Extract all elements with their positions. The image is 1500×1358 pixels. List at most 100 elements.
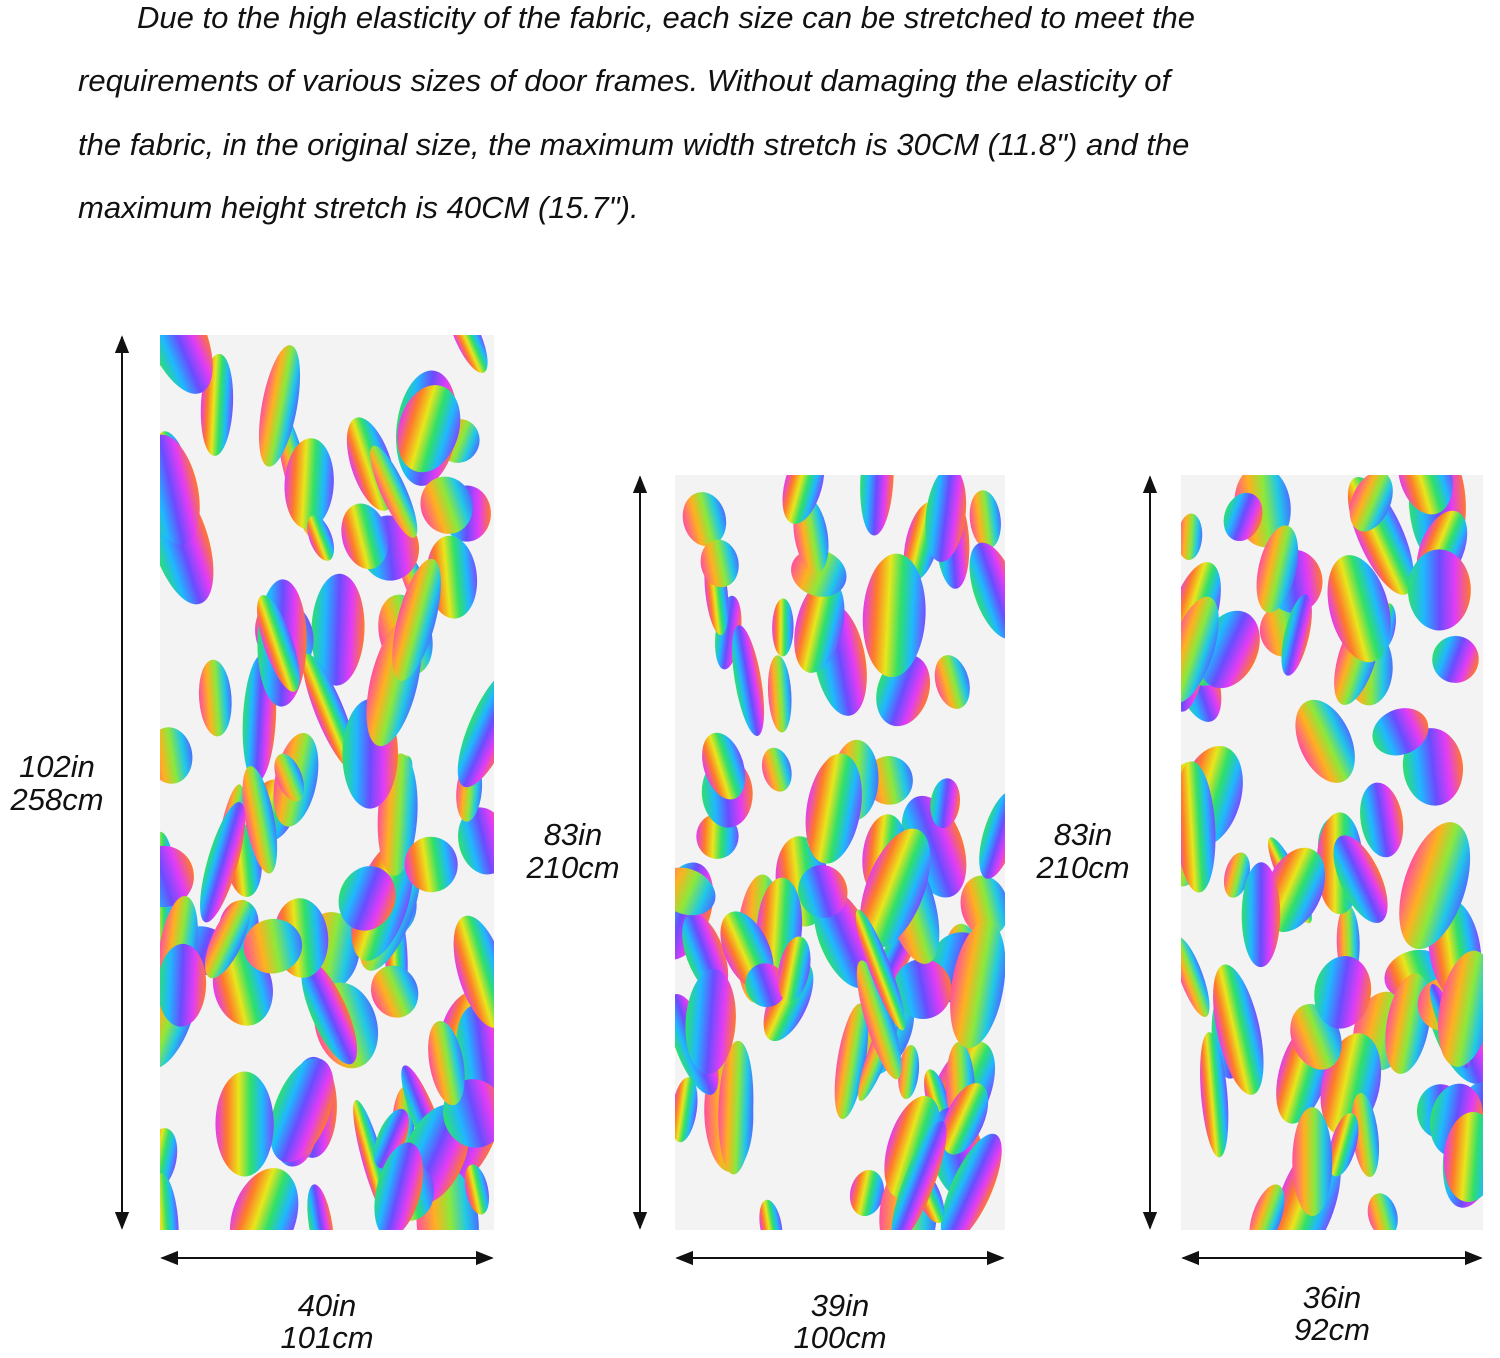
rainbow-blob [849,1170,884,1217]
rainbow-blob [1314,956,1372,1029]
rainbow-blob [1349,475,1393,532]
rainbow-blob [1333,835,1388,924]
rainbow-blob [370,965,419,1018]
rainbow-blob [930,778,961,829]
rainbow-blob [338,866,396,931]
rainbow-blob [732,625,765,736]
rainbow-blob [1292,1107,1333,1217]
rainbow-blob [1223,492,1263,542]
fabric-panel [675,475,1005,1230]
rainbow-blob [307,1184,334,1230]
rainbow-blob [969,490,1001,549]
rainbow-blob [745,963,787,1008]
rainbow-blob [457,666,494,788]
rainbow-blob [855,909,906,1031]
description-line: requirements of various sizes of door fr… [78,63,1174,98]
rainbow-blob [1432,635,1479,683]
rainbow-blob [160,434,200,545]
height-in-label: 102in [19,749,95,784]
description-line: maximum height stretch is 40CM (15.7"). [78,190,639,225]
rainbow-blob [979,791,1005,879]
rainbow-blob [269,1058,334,1163]
rainbow-blob [307,515,335,561]
rainbow-blob [1402,728,1464,806]
rainbow-blob [891,1121,947,1230]
rainbow-blob [862,553,926,678]
rainbow-blob [805,753,862,864]
rainbow-blob [1351,1093,1380,1178]
rainbow-blob [160,845,194,908]
rainbow-blob [950,921,1005,1049]
rainbow-blob [392,558,441,681]
rainbow-blob [301,961,358,1065]
rainbow-blob [428,1020,465,1106]
rainbow-blob [1407,549,1471,631]
rainbow-blob [458,807,494,875]
rainbow-blob [242,766,278,874]
rainbow-blob [160,943,207,1027]
rainbow-blob [1241,862,1281,968]
rainbow-blob [859,828,931,949]
rainbow-blob [1181,513,1203,561]
rainbow-blob [1397,475,1453,515]
rainbow-blob [453,915,494,1028]
rainbow-blob [1181,936,1210,1017]
rainbow-blob [274,753,305,802]
rainbow-blob [420,476,473,534]
rainbow-blob [856,960,902,1080]
rainbow-blob [1360,782,1404,858]
rainbow-blob [934,655,970,709]
rainbow-blob [1372,708,1429,756]
rainbow-blob [397,385,461,473]
rainbow-blob [761,747,792,792]
rainbow-blob [1327,555,1391,663]
rainbow-blob [898,1044,920,1100]
rainbow-blob [284,438,334,530]
rainbow-blob [370,445,418,538]
rainbow-blob [215,1071,274,1177]
rainbow-blob [1295,699,1355,783]
height-cm-label: 210cm [1035,850,1129,885]
description-line: the fabric, in the original size, the ma… [78,127,1189,162]
rainbow-blob [682,492,727,547]
rainbow-blob [794,578,845,673]
rainbow-blob [702,732,746,800]
rainbow-blob [447,335,488,374]
rainbow-blob [229,1168,299,1230]
height-in-label: 83in [544,817,603,852]
rainbow-blob [160,1128,178,1191]
rainbow-blob [1281,594,1312,676]
rainbow-blob [1200,1032,1229,1158]
rainbow-blob [860,475,894,536]
rainbow-blob [1443,1111,1483,1202]
rainbow-blob [257,595,300,692]
rainbow-blob [1367,1193,1398,1230]
rainbow-blob [198,659,232,737]
rainbow-blob [718,1040,754,1175]
rainbow-blob [404,836,458,893]
height-cm-label: 258cm [9,782,103,817]
width-cm-label: 92cm [1294,1312,1370,1347]
rainbow-blob [969,542,1005,639]
height-in-label: 83in [1054,817,1113,852]
rainbow-blob [1328,1113,1359,1177]
rainbow-blob [960,875,1005,937]
rainbow-blob [925,475,967,562]
rainbow-blob [940,1133,1002,1230]
fabric-panel [1181,475,1483,1230]
panels: 102in258cm40in101cm83in210cm39in100cm83i… [9,335,1483,1355]
rainbow-blob [204,899,251,979]
rainbow-blob [311,573,365,686]
rainbow-blob [160,1173,179,1230]
rainbow-blob [685,969,736,1075]
description-line: Due to the high elasticity of the fabric… [137,0,1195,35]
rainbow-blob [373,1108,409,1169]
rainbow-blob [782,475,825,524]
rainbow-blob [1213,964,1264,1095]
width-in-label: 36in [1303,1280,1362,1315]
rainbow-blob [675,1077,698,1143]
rainbow-blob [1181,596,1219,703]
width-cm-label: 100cm [793,1320,886,1355]
rainbow-blob [1181,761,1216,893]
